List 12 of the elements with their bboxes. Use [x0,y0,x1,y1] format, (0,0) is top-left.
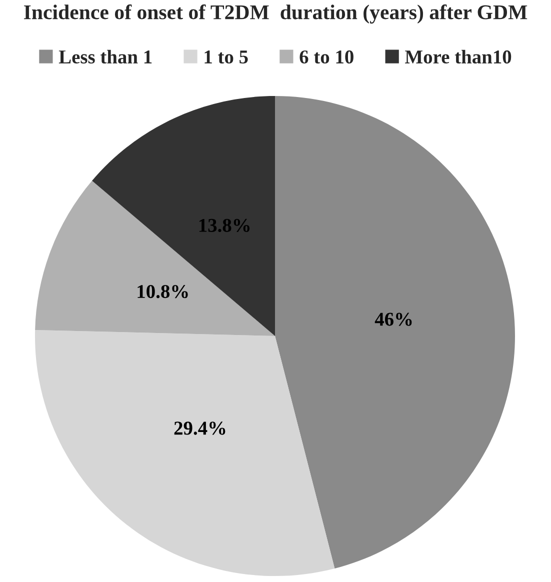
pie-slice [35,180,275,336]
legend-label: 1 to 5 [204,50,248,64]
pie-slice [275,96,515,568]
pie-slice [92,96,275,336]
legend-label: 6 to 10 [300,50,354,64]
legend-label: More than10 [405,50,512,64]
data-label: 46% [374,312,412,326]
data-label: 29.4% [174,422,226,435]
data-label: 10.8% [138,284,188,298]
pie-slice [35,330,335,576]
chart-title: Incidence of onset of T2DM duration (years) after GDM [24,4,528,24]
legend-label: Less than 1 [58,50,152,64]
